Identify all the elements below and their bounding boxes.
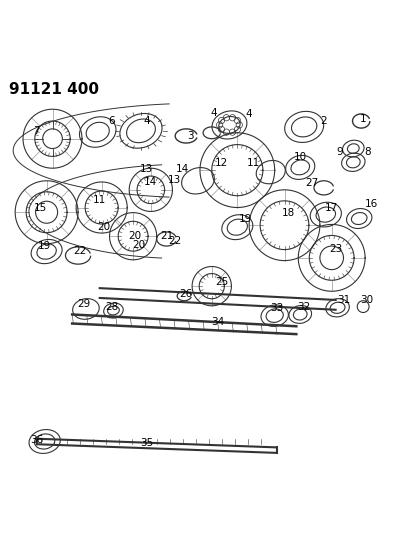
Text: 20: 20: [97, 222, 110, 232]
Text: 10: 10: [294, 152, 307, 162]
Text: 13: 13: [168, 175, 181, 185]
Text: 31: 31: [337, 295, 350, 305]
Text: 34: 34: [211, 317, 224, 327]
Text: 6: 6: [108, 116, 115, 126]
Text: 14: 14: [176, 164, 189, 174]
Text: 7: 7: [34, 126, 40, 136]
Text: 11: 11: [93, 195, 106, 205]
Text: 30: 30: [360, 295, 374, 305]
Text: 29: 29: [77, 299, 91, 309]
Text: 32: 32: [297, 302, 311, 312]
Text: 19: 19: [238, 214, 252, 223]
Text: 1: 1: [360, 114, 366, 124]
Text: 22: 22: [168, 236, 181, 246]
Text: 13: 13: [140, 164, 154, 174]
Text: 36: 36: [30, 434, 44, 445]
Text: 28: 28: [105, 302, 118, 312]
Text: 18: 18: [282, 208, 295, 219]
Text: 22: 22: [73, 246, 87, 256]
Text: 2: 2: [320, 116, 327, 126]
Text: 15: 15: [34, 203, 48, 213]
Text: 16: 16: [364, 199, 378, 208]
Text: 4: 4: [246, 109, 252, 119]
Text: 12: 12: [215, 158, 228, 168]
Text: 33: 33: [270, 303, 283, 313]
Text: 3: 3: [187, 131, 194, 141]
Text: 27: 27: [305, 177, 319, 188]
Text: 21: 21: [160, 231, 173, 241]
Text: 26: 26: [179, 289, 193, 299]
Text: 11: 11: [246, 158, 260, 168]
Text: 23: 23: [329, 244, 342, 254]
Text: 20: 20: [129, 231, 142, 241]
Text: 9: 9: [336, 147, 343, 157]
Text: 91121 400: 91121 400: [9, 82, 99, 96]
Text: 14: 14: [144, 177, 158, 187]
Text: 8: 8: [364, 147, 370, 157]
Text: 19: 19: [38, 241, 51, 251]
Text: 25: 25: [215, 277, 228, 287]
Text: 20: 20: [132, 240, 146, 250]
Text: 4: 4: [210, 108, 217, 118]
Text: 35: 35: [140, 439, 154, 448]
Text: 4: 4: [144, 116, 150, 126]
Text: 17: 17: [325, 203, 338, 213]
